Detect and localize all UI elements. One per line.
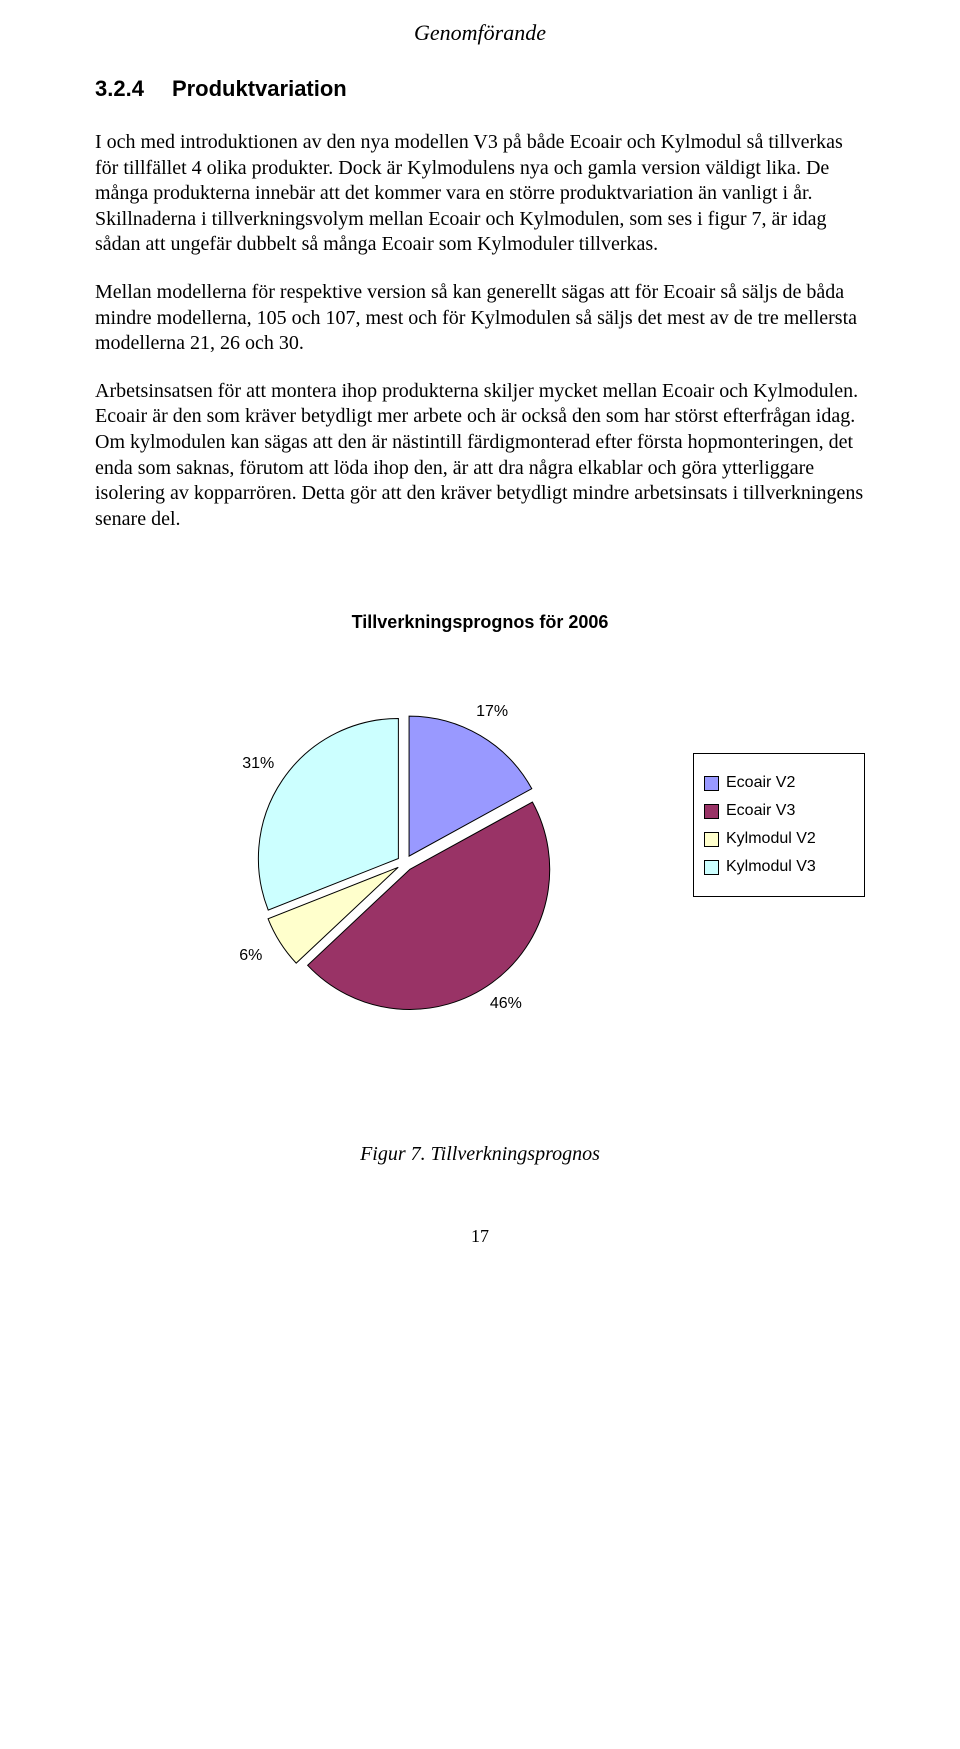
slice-label: 31% — [242, 755, 274, 773]
chart-title: Tillverkningsprognos för 2006 — [95, 612, 865, 633]
legend-label: Ecoair V2 — [726, 774, 795, 792]
paragraph: I och med introduktionen av den nya mode… — [95, 130, 865, 258]
section-heading: 3.2.4 Produktvariation — [95, 76, 865, 102]
legend-label: Ecoair V3 — [726, 802, 795, 820]
legend-item: Kylmodul V2 — [704, 830, 854, 848]
paragraph: Arbetsinsatsen för att montera ihop prod… — [95, 379, 865, 533]
slice-label: 6% — [239, 947, 262, 965]
legend-item: Ecoair V3 — [704, 802, 854, 820]
section-title: Produktvariation — [172, 76, 347, 101]
slice-label: 46% — [490, 995, 522, 1013]
page-header: Genomförande — [95, 20, 865, 46]
legend-label: Kylmodul V3 — [726, 858, 816, 876]
page-number: 17 — [95, 1226, 865, 1247]
paragraph: Mellan modellerna för respektive version… — [95, 280, 865, 357]
legend-swatch — [704, 776, 719, 791]
chart-legend: Ecoair V2 Ecoair V3 Kylmodul V2 Kylmodul… — [693, 753, 865, 897]
slice-label: 17% — [476, 703, 508, 721]
legend-item: Ecoair V2 — [704, 774, 854, 792]
pie-chart: 17% 46% 6% 31% Ecoair V2 Ecoair V3 Kylmo… — [95, 663, 865, 1083]
legend-swatch — [704, 860, 719, 875]
section-number: 3.2.4 — [95, 76, 144, 101]
chart-caption: Figur 7. Tillverkningsprognos — [95, 1143, 865, 1166]
pie-chart-svg — [245, 703, 565, 1023]
legend-swatch — [704, 804, 719, 819]
legend-label: Kylmodul V2 — [726, 830, 816, 848]
legend-item: Kylmodul V3 — [704, 858, 854, 876]
page: Genomförande 3.2.4 Produktvariation I och… — [0, 0, 960, 1277]
legend-swatch — [704, 832, 719, 847]
